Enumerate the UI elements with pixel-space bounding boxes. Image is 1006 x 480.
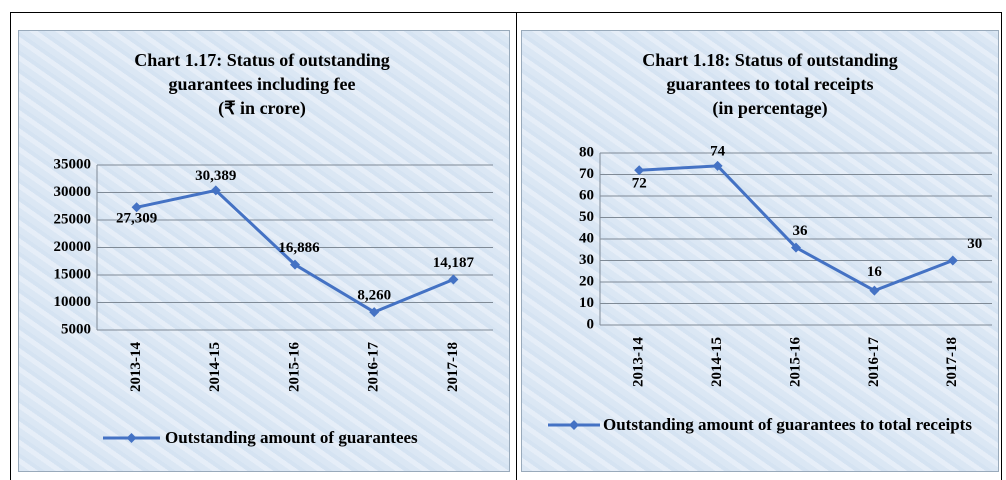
x-tick-label: 2016-17 <box>366 342 382 392</box>
data-label: 27,309 <box>116 211 157 227</box>
chart-area <box>521 30 999 472</box>
chart-title: Chart 1.18: Status of outstanding guaran… <box>642 50 898 94</box>
data-label: 30 <box>967 236 982 252</box>
chart-subtitle: (₹ in crore) <box>218 98 306 118</box>
x-tick-label: 2015-16 <box>787 337 803 387</box>
y-tick-label: 10000 <box>54 294 92 310</box>
x-tick-label: 2016-17 <box>866 337 882 387</box>
y-tick-label: 80 <box>579 144 594 160</box>
legend-marker <box>126 433 137 443</box>
y-tick-label: 25000 <box>54 211 92 227</box>
y-tick-label: 10 <box>579 295 594 311</box>
legend-label: Outstanding amount of guarantees to tota… <box>603 415 972 434</box>
chart-title: Chart 1.17: Status of outstanding guaran… <box>134 50 390 94</box>
y-tick-label: 50 <box>579 209 594 225</box>
chart-area <box>18 30 510 472</box>
point <box>290 259 300 270</box>
data-label: 8,260 <box>357 288 391 304</box>
point <box>131 202 142 213</box>
point <box>634 165 645 176</box>
point <box>947 255 958 266</box>
data-label: 36 <box>793 223 809 239</box>
y-tick-label: 70 <box>579 166 594 182</box>
x-tick-label: 2017-18 <box>445 342 461 392</box>
chart-subtitle: (in percentage) <box>712 98 828 118</box>
y-tick-label: 20 <box>579 273 594 289</box>
data-label: 74 <box>710 143 726 159</box>
x-tick-label: 2014-15 <box>207 342 223 392</box>
x-tick-label: 2014-15 <box>709 337 725 387</box>
point <box>712 160 723 171</box>
y-tick-label: 15000 <box>54 266 92 282</box>
panel <box>516 12 1002 480</box>
legend-label: Outstanding amount of guarantees <box>165 428 418 447</box>
data-label: 16 <box>867 264 883 280</box>
x-tick-label: 2013-14 <box>128 342 144 392</box>
x-tick-label: 2017-18 <box>944 337 960 387</box>
y-tick-label: 30 <box>579 252 594 268</box>
y-tick-label: 35000 <box>54 156 92 172</box>
x-tick-label: 2015-16 <box>286 342 302 392</box>
data-label: 72 <box>632 176 647 192</box>
y-tick-label: 30000 <box>54 184 92 200</box>
point <box>448 274 459 285</box>
y-tick-label: 40 <box>579 230 594 246</box>
point <box>869 285 880 296</box>
point <box>791 242 801 253</box>
point <box>210 185 221 196</box>
y-tick-label: 20000 <box>54 239 92 255</box>
y-tick-label: 0 <box>587 316 595 332</box>
point <box>369 307 380 318</box>
legend-marker <box>569 420 579 430</box>
data-label: 30,389 <box>195 168 236 184</box>
y-tick-label: 60 <box>579 187 594 203</box>
data-label: 16,886 <box>278 240 320 256</box>
x-tick-label: 2013-14 <box>631 337 647 387</box>
data-label: 14,187 <box>433 255 475 271</box>
y-tick-label: 5000 <box>61 321 91 337</box>
